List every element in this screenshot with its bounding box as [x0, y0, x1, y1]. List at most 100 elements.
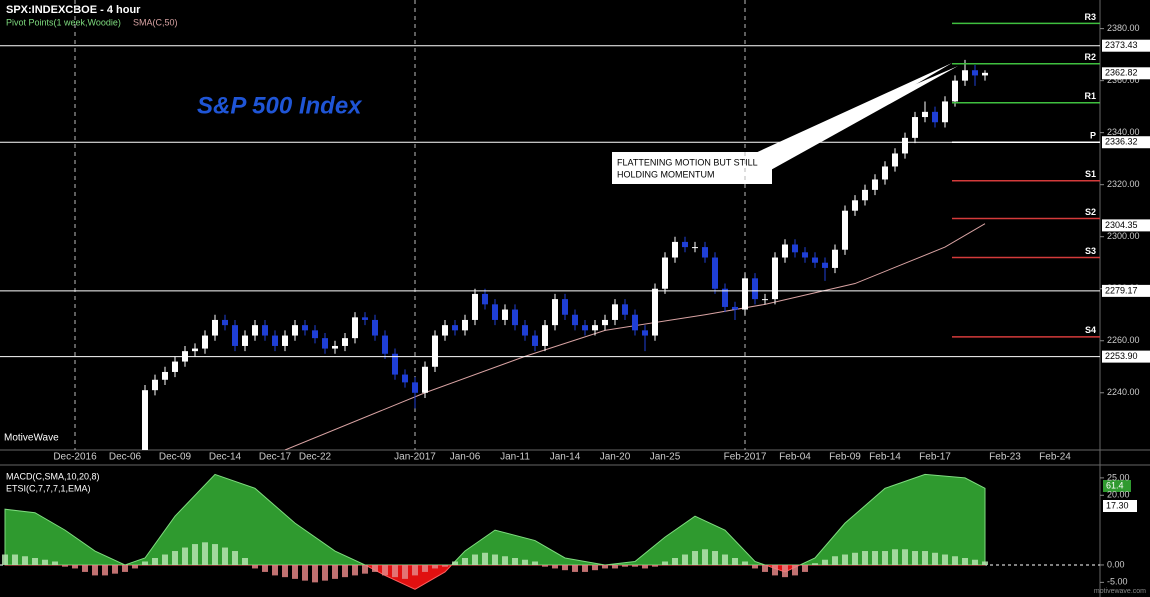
histogram-bar: [42, 559, 48, 565]
histogram-bar: [612, 564, 618, 569]
histogram-bar: [892, 549, 898, 565]
candle-body: [722, 288, 728, 307]
histogram-bar: [272, 564, 278, 576]
histogram-bar: [642, 564, 648, 569]
candle-body: [762, 299, 768, 301]
histogram-bar: [872, 551, 878, 565]
macd-area-positive: [4, 473, 986, 565]
x-tick-label: Dec-14: [209, 452, 242, 463]
readout-box: [1103, 480, 1131, 492]
candle-body: [602, 319, 608, 326]
histogram-bar: [682, 554, 688, 565]
histogram-bar: [332, 564, 338, 579]
candle-body: [292, 325, 298, 336]
histogram-bar: [692, 551, 698, 565]
histogram-bar: [242, 557, 248, 565]
y-tick-label: -5.00: [1107, 577, 1128, 587]
x-tick-label: Jan-2017: [394, 452, 436, 463]
candle-body: [902, 137, 908, 154]
histogram-bar: [542, 564, 548, 567]
candle-body: [452, 325, 458, 331]
candle-body: [362, 317, 368, 320]
candle-body: [502, 309, 508, 320]
candle-body: [322, 338, 328, 349]
histogram-bar: [632, 564, 638, 567]
histogram-bar: [982, 561, 988, 565]
pivot-label: S3: [1085, 246, 1096, 256]
value-tag: [1102, 219, 1150, 232]
candle-body: [402, 374, 408, 383]
candle-body: [542, 325, 548, 346]
watermark: motivewave.com: [1094, 588, 1146, 595]
level-tag: [1102, 350, 1150, 363]
pivot-label: R2: [1084, 52, 1096, 62]
candle-body: [792, 244, 798, 253]
candle-body: [372, 319, 378, 336]
histogram-bar: [92, 564, 98, 576]
histogram-bar: [762, 564, 768, 572]
candle-body: [232, 325, 238, 346]
candle-body: [472, 293, 478, 320]
y-tick-label: 2360.00: [1107, 75, 1140, 85]
y-tick-label: 2260.00: [1107, 335, 1140, 345]
histogram-bar: [322, 564, 328, 581]
y-tick-label: 2340.00: [1107, 127, 1140, 137]
histogram-bar: [552, 564, 558, 569]
candle-body: [772, 257, 778, 300]
candle-body: [392, 353, 398, 375]
x-tick-label: Dec-17: [259, 452, 292, 463]
annotation: HOLDING MOMENTUM: [617, 169, 715, 179]
histogram-bar: [142, 561, 148, 565]
histogram-bar: [222, 547, 228, 565]
histogram-bar: [752, 564, 758, 569]
x-tick-label: Feb-17: [919, 452, 951, 463]
y-tick-label: 2300.00: [1107, 231, 1140, 241]
candle-body: [632, 314, 638, 331]
candle-body: [942, 101, 948, 123]
histogram-bar: [132, 564, 138, 569]
candle-body: [512, 309, 518, 326]
candle-body: [282, 335, 288, 346]
histogram-bar: [152, 557, 158, 565]
candle-body: [972, 70, 978, 76]
histogram-bar: [292, 564, 298, 579]
candle-body: [802, 252, 808, 258]
candle-body: [342, 338, 348, 346]
candle-body: [872, 179, 878, 190]
sma-label: SMA(C,50): [133, 17, 178, 27]
histogram-bar: [372, 564, 378, 572]
candle-body: [592, 325, 598, 331]
histogram-bar: [662, 561, 668, 565]
histogram-bar: [502, 556, 508, 565]
histogram-bar: [712, 551, 718, 565]
candle-body: [582, 325, 588, 331]
histogram-bar: [912, 551, 918, 565]
candle-body: [432, 335, 438, 367]
x-tick-label: Dec-09: [159, 452, 192, 463]
x-tick-label: Feb-2017: [724, 452, 767, 463]
histogram-bar: [522, 559, 528, 565]
candle-body: [202, 335, 208, 349]
candle-body: [672, 241, 678, 258]
x-tick-label: Jan-14: [550, 452, 581, 463]
subtitle: Pivot Points(1 week,Woodie): [6, 17, 121, 27]
candle-body: [242, 335, 248, 346]
histogram-bar: [32, 557, 38, 565]
candle-body: [272, 335, 278, 346]
x-tick-label: Jan-25: [650, 452, 681, 463]
level-label: 2336.32: [1105, 137, 1138, 147]
candle-body: [742, 278, 748, 310]
histogram-bar: [462, 557, 468, 565]
callout-pointer: [740, 66, 958, 176]
histogram-bar: [792, 564, 798, 576]
histogram-bar: [742, 561, 748, 565]
candle-body: [222, 319, 228, 326]
candle-body: [532, 335, 538, 346]
histogram-bar: [12, 554, 18, 565]
candle-body: [832, 249, 838, 268]
x-tick-label: Jan-20: [600, 452, 631, 463]
readout-box: [1103, 500, 1137, 512]
candle-body: [752, 278, 758, 300]
histogram-bar: [212, 544, 218, 565]
